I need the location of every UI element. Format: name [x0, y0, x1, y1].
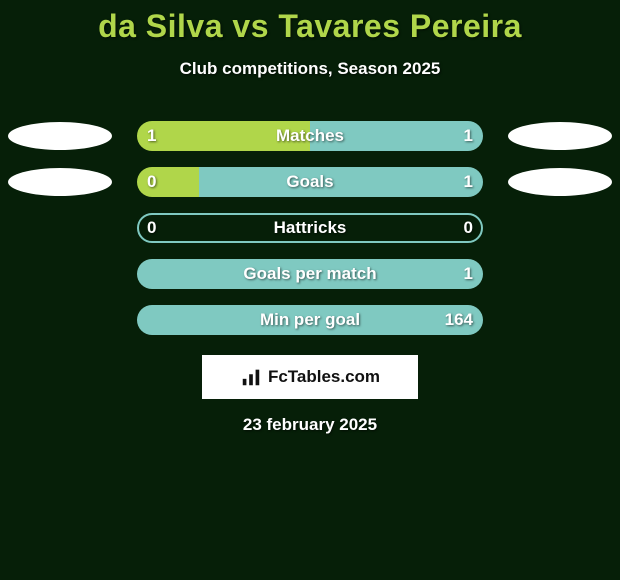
date-text: 23 february 2025	[0, 415, 620, 435]
player-photo-right	[508, 122, 612, 150]
stat-value-right: 1	[464, 121, 473, 151]
brand-text: FcTables.com	[268, 367, 380, 387]
player-photo-right	[508, 168, 612, 196]
comparison-infographic: da Silva vs Tavares Pereira Club competi…	[0, 0, 620, 580]
player-photo-left	[8, 168, 112, 196]
stat-bar-track	[137, 167, 483, 197]
stat-bar-fill-left	[137, 121, 310, 151]
stat-bar-fill-right	[310, 121, 483, 151]
stat-bar-fill-right	[137, 305, 483, 335]
stat-bar-fill-right	[199, 167, 483, 197]
stat-value-left: 1	[147, 121, 156, 151]
stat-bar-track	[137, 213, 483, 243]
subtitle: Club competitions, Season 2025	[0, 59, 620, 79]
bar-chart-icon	[240, 366, 262, 388]
stat-row: Matches11	[0, 121, 620, 151]
stat-value-right: 0	[464, 213, 473, 243]
stat-row: Min per goal164	[0, 305, 620, 335]
stat-row: Goals01	[0, 167, 620, 197]
stat-row: Hattricks00	[0, 213, 620, 243]
stat-bar-fill-right	[137, 259, 483, 289]
stat-bar-track	[137, 305, 483, 335]
stat-rows: Matches11Goals01Hattricks00Goals per mat…	[0, 121, 620, 335]
stat-value-left: 0	[147, 213, 156, 243]
stat-value-right: 1	[464, 167, 473, 197]
stat-bar-track	[137, 259, 483, 289]
page-title: da Silva vs Tavares Pereira	[0, 0, 620, 45]
stat-value-left: 0	[147, 167, 156, 197]
brand-box: FcTables.com	[202, 355, 418, 399]
player-photo-left	[8, 122, 112, 150]
stat-value-right: 164	[445, 305, 473, 335]
stat-bar-track	[137, 121, 483, 151]
stat-value-right: 1	[464, 259, 473, 289]
stat-row: Goals per match1	[0, 259, 620, 289]
